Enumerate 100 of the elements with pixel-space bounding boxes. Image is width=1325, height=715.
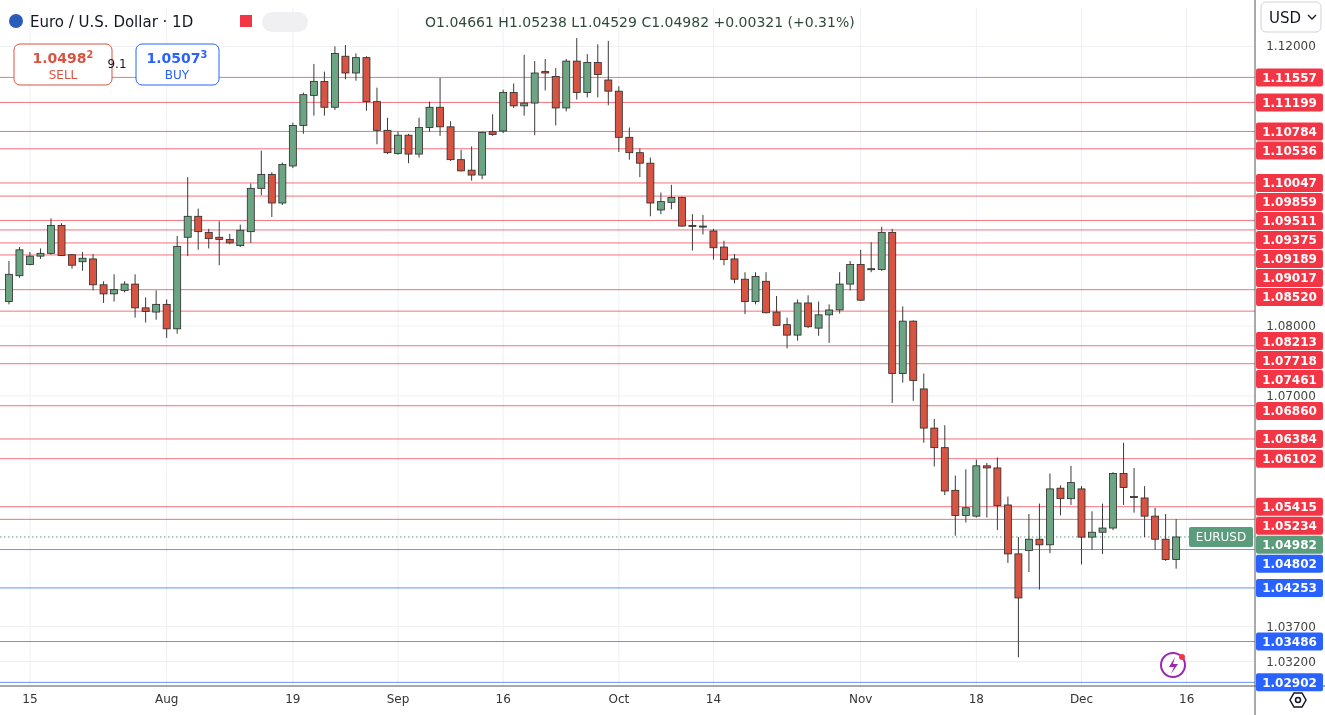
candlestick [341, 44, 350, 80]
x-tick-label: 16 [1179, 692, 1195, 706]
candlestick [78, 251, 87, 272]
annotation: 1.0507$^{3}$ [146, 48, 208, 66]
ref-line-label: 1.08520 [1262, 290, 1317, 305]
candlestick [236, 224, 245, 248]
candlestick [509, 82, 518, 109]
candlestick [309, 63, 318, 117]
candlestick [1130, 467, 1138, 514]
candlestick [1098, 503, 1107, 555]
candlestick [604, 40, 613, 106]
candlestick [404, 133, 413, 164]
ref-line-label: 1.03486 [1262, 635, 1317, 650]
candlestick [667, 184, 676, 210]
candlestick [1035, 503, 1044, 591]
candlestick [541, 58, 550, 91]
candlestick [814, 301, 823, 337]
candlestick [1140, 485, 1149, 538]
ref-line-label: 1.02902 [1262, 675, 1317, 690]
candlestick [110, 273, 118, 303]
y-tick-label: 1.03700 [1266, 619, 1316, 634]
ref-line-label: 1.09511 [1262, 214, 1317, 229]
annotation: O1.04661 H1.05238 L1.04529 C1.04982 +0.00321 (+0.31%) [425, 14, 855, 30]
candlestick [720, 240, 728, 266]
ref-line-label: 1.06102 [1262, 452, 1317, 467]
y-tick-label: 1.03200 [1266, 654, 1316, 669]
candlestick [741, 271, 749, 315]
x-tick-label: Oct [608, 692, 630, 706]
candlestick [520, 54, 529, 117]
candlestick [930, 418, 939, 468]
ref-line-label: 1.11557 [1262, 70, 1317, 85]
y-tick-label: 1.08000 [1266, 319, 1316, 334]
candlestick [804, 294, 812, 329]
candlestick [783, 317, 791, 349]
candlestick [825, 303, 834, 344]
annotation: 1.0498$^{2}$ [32, 48, 94, 66]
ref-line-label: 1.09375 [1262, 233, 1317, 248]
candlestick [625, 127, 634, 161]
candlestick [467, 145, 476, 182]
candlestick [204, 228, 213, 249]
candlestick [730, 253, 739, 284]
candlestick [194, 208, 203, 251]
candlestick [982, 462, 991, 519]
ref-line-label: 1.10536 [1262, 143, 1317, 158]
ref-line-label: 1.04982 [1262, 538, 1317, 553]
candlestick [152, 289, 161, 321]
candlestick [688, 213, 697, 252]
candlestick [1025, 513, 1033, 573]
x-tick-label: 18 [968, 692, 984, 706]
candlestick [257, 150, 266, 196]
x-tick-label: Dec [1069, 692, 1094, 706]
candlestick [1067, 465, 1075, 506]
candlestick [215, 220, 224, 266]
y-tick-label: 1.12000 [1266, 39, 1316, 54]
candlestick [488, 113, 497, 137]
ref-line-label: 1.06384 [1262, 432, 1317, 447]
candlestick [656, 192, 665, 215]
candlestick [846, 260, 855, 291]
text: USD [1268, 9, 1302, 27]
candlestick [1161, 513, 1170, 562]
candlestick [1056, 484, 1065, 516]
candlestick [457, 149, 465, 173]
x-tick-label: Aug [154, 692, 179, 706]
candlestick [1088, 510, 1096, 551]
ref-line-label: 1.06860 [1262, 404, 1317, 419]
annotation: EURUSD [1195, 530, 1247, 545]
annotation: BUY [164, 68, 190, 82]
x-tick-label: Nov [848, 692, 873, 706]
ref-line-label: 1.09859 [1262, 195, 1317, 210]
ref-line-label: 1.10047 [1262, 176, 1317, 191]
candlestick [394, 131, 402, 156]
candlestick [436, 77, 444, 137]
ref-line-label: 1.09017 [1262, 271, 1317, 286]
ref-line-label: 1.07718 [1262, 353, 1317, 368]
candlestick [352, 52, 360, 82]
chart-title: Euro / U.S. Dollar · 1D [30, 13, 194, 31]
candlestick [867, 241, 876, 273]
candlestick [1119, 442, 1128, 506]
x-tick-label: 19 [285, 692, 301, 706]
candlestick [1151, 507, 1159, 551]
ref-line-label: 1.05415 [1262, 500, 1317, 515]
ref-line-label: 1.05234 [1262, 519, 1317, 534]
x-tick-label: 15 [22, 692, 38, 706]
candlestick [141, 296, 150, 324]
candlestick [1172, 518, 1181, 570]
candlestick [699, 214, 707, 235]
x-tick-label: Sep [386, 692, 410, 706]
candlestick [635, 147, 644, 178]
x-tick-label: 14 [705, 692, 722, 706]
ref-line-label: 1.04802 [1262, 557, 1317, 572]
annotation: 9.1 [107, 57, 127, 71]
ref-line-label: 1.04253 [1262, 581, 1317, 596]
y-tick-label: 1.07000 [1266, 388, 1316, 403]
candlestick [99, 280, 108, 304]
candlestick [425, 101, 434, 133]
candlestick [961, 468, 970, 523]
ref-line-label: 1.11199 [1262, 95, 1317, 110]
candlestick [183, 176, 192, 257]
annotation: SELL [48, 68, 78, 82]
candlestick [709, 228, 718, 261]
